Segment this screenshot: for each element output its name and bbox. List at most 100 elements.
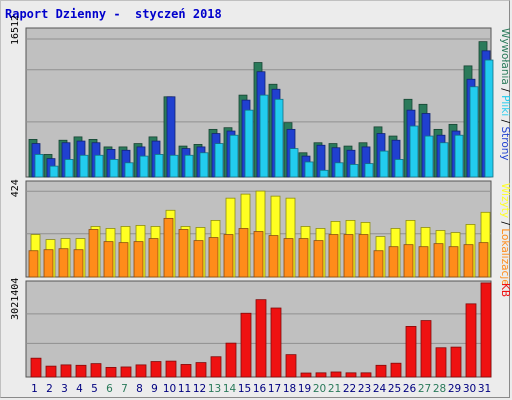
bar-middle-lokalizacje-day-6 — [103, 241, 114, 278]
bar-bottom-kb-day-5 — [90, 363, 102, 378]
bar-top-pliki-day-9 — [154, 154, 164, 178]
bar-top-pliki-day-1 — [34, 154, 44, 178]
bar-middle-lokalizacje-day-4 — [73, 249, 84, 278]
bar-top-pliki-day-4 — [79, 154, 89, 178]
bar-middle-lokalizacje-day-30 — [463, 244, 474, 278]
bar-bottom-kb-day-11 — [180, 364, 192, 378]
bar-bottom-kb-day-14 — [225, 342, 237, 378]
bar-middle-lokalizacje-day-27 — [418, 246, 429, 278]
bar-middle-lokalizacje-day-2 — [43, 249, 54, 278]
bar-top-pliki-day-12 — [199, 152, 209, 178]
bar-bottom-kb-day-17 — [270, 307, 282, 378]
bar-bottom-kb-day-25 — [390, 362, 402, 378]
bar-middle-lokalizacje-day-5 — [88, 229, 99, 278]
bar-bottom-kb-day-6 — [105, 366, 117, 378]
x-tick-label: 7 — [121, 383, 128, 395]
x-tick-label: 22 — [343, 383, 356, 395]
x-tick-label: 12 — [193, 383, 206, 395]
bar-middle-lokalizacje-day-3 — [58, 248, 69, 278]
x-tick-label: 17 — [268, 383, 281, 395]
legend-item: KB — [499, 283, 511, 297]
bar-middle-lokalizacje-day-7 — [118, 242, 129, 278]
bar-bottom-kb-day-20 — [315, 372, 327, 378]
x-tick-label: 11 — [178, 383, 191, 395]
bar-middle-lokalizacje-day-20 — [313, 240, 324, 278]
bar-top-pliki-day-28 — [439, 142, 449, 178]
bar-top-pliki-day-20 — [319, 169, 329, 178]
bottom-legend: KB — [499, 283, 511, 297]
bar-middle-lokalizacje-day-13 — [208, 237, 219, 278]
bar-bottom-kb-day-16 — [255, 299, 267, 378]
bar-middle-lokalizacje-day-21 — [328, 234, 339, 278]
x-tick-label: 10 — [163, 383, 176, 395]
bar-bottom-kb-day-28 — [435, 347, 447, 378]
x-tick-label: 23 — [358, 383, 371, 395]
bar-top-pliki-day-8 — [139, 155, 149, 178]
bar-middle-lokalizacje-day-8 — [133, 241, 144, 278]
legend-item: Pliki — [499, 95, 511, 116]
bar-top-pliki-day-5 — [94, 154, 104, 178]
bar-bottom-kb-day-4 — [75, 364, 87, 378]
x-tick-label: 4 — [76, 383, 83, 395]
bar-top-pliki-day-15 — [244, 109, 254, 178]
x-tick-label: 5 — [91, 383, 98, 395]
bar-middle-lokalizacje-day-19 — [298, 238, 309, 278]
bar-bottom-kb-day-15 — [240, 312, 252, 378]
bar-bottom-kb-day-2 — [45, 365, 57, 378]
bar-bottom-kb-day-21 — [330, 371, 342, 378]
bar-middle-lokalizacje-day-24 — [373, 250, 384, 278]
bar-bottom-kb-day-30 — [465, 303, 477, 378]
bar-bottom-kb-day-12 — [195, 362, 207, 378]
bar-bottom-kb-day-26 — [405, 326, 417, 378]
bar-bottom-kb-day-29 — [450, 346, 462, 378]
top-legend: Wywołania / Pliki / Strony — [499, 28, 511, 161]
legend-item: Wizyty — [499, 183, 511, 218]
x-tick-label: 15 — [238, 383, 251, 395]
bar-top-pliki-day-23 — [364, 163, 374, 178]
bar-top-pliki-day-25 — [394, 159, 404, 178]
bar-bottom-kb-day-3 — [60, 364, 72, 378]
bar-bottom-kb-day-9 — [150, 361, 162, 378]
bar-top-pliki-day-31 — [484, 59, 494, 178]
x-tick-label: 3 — [61, 383, 68, 395]
bar-middle-lokalizacje-day-11 — [178, 229, 189, 278]
x-tick-label: 29 — [448, 383, 461, 395]
bar-top-pliki-day-17 — [274, 98, 284, 178]
bar-top-pliki-day-3 — [64, 159, 74, 178]
bar-middle-lokalizacje-day-18 — [283, 238, 294, 278]
bar-middle-lokalizacje-day-17 — [268, 235, 279, 278]
bar-top-pliki-day-10 — [169, 154, 179, 178]
bar-middle-lokalizacje-day-14 — [223, 234, 234, 278]
legend-item: Strony — [499, 126, 511, 160]
x-tick-label: 30 — [463, 383, 476, 395]
middle-legend: Wizyty / Lokalizacje — [499, 183, 511, 286]
bar-middle-lokalizacje-day-25 — [388, 246, 399, 278]
bar-bottom-kb-day-31 — [480, 282, 492, 378]
bar-middle-lokalizacje-day-1 — [28, 250, 39, 278]
x-tick-label: 13 — [208, 383, 221, 395]
bar-middle-lokalizacje-day-28 — [433, 243, 444, 278]
y-tick-label: 424 — [10, 179, 21, 197]
bar-bottom-kb-day-24 — [375, 364, 387, 378]
x-tick-label: 18 — [283, 383, 296, 395]
bar-middle-lokalizacje-day-10 — [163, 217, 174, 278]
x-tick-label: 1 — [31, 383, 38, 395]
legend-item: Wywołania — [499, 28, 511, 85]
bar-bottom-kb-day-1 — [30, 357, 42, 378]
x-tick-label: 6 — [106, 383, 113, 395]
bar-bottom-kb-day-7 — [120, 366, 132, 378]
x-tick-label: 20 — [313, 383, 326, 395]
x-tick-label: 19 — [298, 383, 311, 395]
bar-top-pliki-day-2 — [49, 165, 59, 178]
bar-top-pliki-day-6 — [109, 159, 119, 178]
bar-top-pliki-day-14 — [229, 134, 239, 178]
y-tick-label: 3021404 — [10, 278, 21, 320]
x-tick-label: 27 — [418, 383, 431, 395]
bar-middle-lokalizacje-day-9 — [148, 238, 159, 278]
x-tick-label: 25 — [388, 383, 401, 395]
x-tick-label: 8 — [136, 383, 143, 395]
bar-middle-lokalizacje-day-26 — [403, 244, 414, 278]
bar-middle-lokalizacje-day-15 — [238, 228, 249, 278]
bar-bottom-kb-day-13 — [210, 356, 222, 378]
